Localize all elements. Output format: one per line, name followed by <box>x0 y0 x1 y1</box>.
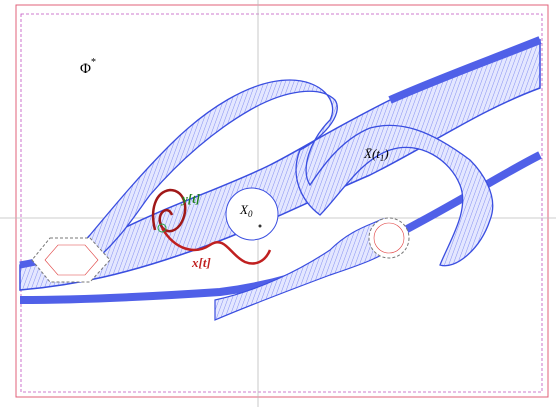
x0-sub: 0 <box>248 209 253 219</box>
phi-label: Φ* <box>80 57 96 77</box>
phi-sup: * <box>91 57 96 68</box>
y-label: y[t] <box>180 191 200 206</box>
x-label: x[t] <box>191 255 211 270</box>
xbar-label: X̄(t1) <box>363 146 389 163</box>
figure: Φ* y[t] x[t] X0 X̄(t1) <box>0 0 556 407</box>
phi-base: Φ <box>80 61 91 77</box>
obstacle <box>369 218 409 258</box>
xbar-tail: ) <box>383 146 388 161</box>
xbar-base: X̄(t <box>363 146 380 161</box>
x0-point <box>259 225 262 228</box>
